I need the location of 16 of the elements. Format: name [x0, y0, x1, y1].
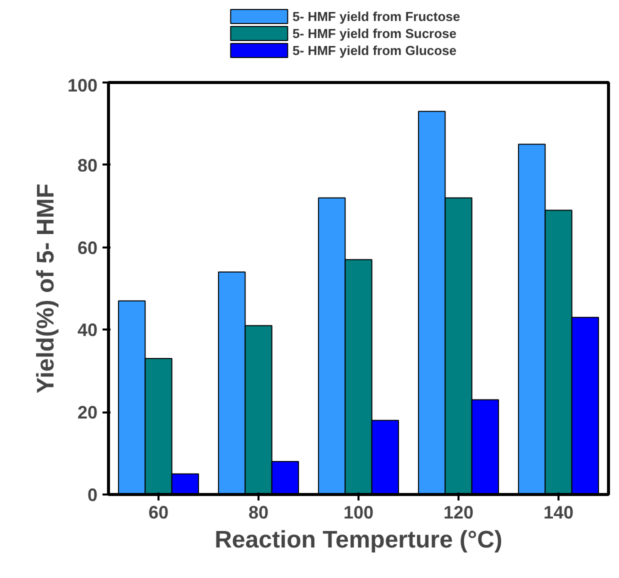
x-tick-label: 100: [343, 502, 374, 522]
y-tick-label: 20: [77, 402, 98, 423]
legend-label: 5- HMF yield from Fructose: [292, 9, 460, 24]
x-tick-label: 140: [543, 502, 574, 522]
x-tick-label: 60: [148, 502, 169, 522]
y-tick-label: 60: [77, 238, 98, 258]
y-axis-title: Yield(%) of 5- HMF: [32, 184, 60, 394]
y-tick-label: 80: [77, 155, 98, 176]
x-tick-label: 80: [248, 502, 269, 522]
y-tick-label: 40: [77, 320, 98, 340]
y-tick-label: 0: [87, 485, 98, 505]
y-tick-label: 100: [67, 76, 98, 96]
x-axis-title: Reaction Temperture (°C): [214, 526, 502, 554]
legend-label: 5- HMF yield from Glucose: [292, 43, 457, 58]
x-tick-label: 120: [443, 502, 474, 522]
legend-label: 5- HMF yield from Sucrose: [292, 26, 457, 41]
